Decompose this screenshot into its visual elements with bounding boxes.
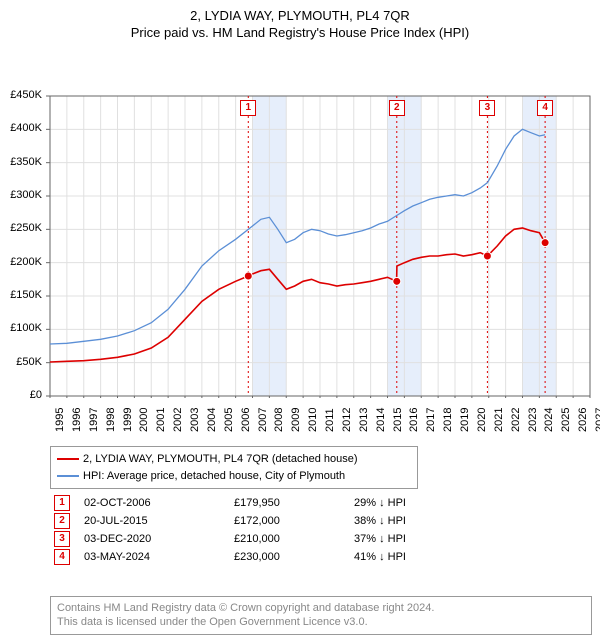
legend-swatch — [57, 475, 79, 477]
x-axis-label: 1998 — [105, 408, 117, 432]
y-axis-label: £250K — [0, 222, 42, 234]
table-row: 4 03-MAY-2024£230,00041% ↓ HPI — [54, 548, 464, 566]
table-date: 03-DEC-2020 — [84, 531, 234, 548]
y-axis-label: £200K — [0, 256, 42, 268]
table-pct: 37% ↓ HPI — [354, 531, 464, 548]
y-axis-label: £150K — [0, 289, 42, 301]
table-price: £172,000 — [234, 513, 354, 530]
table-price: £210,000 — [234, 531, 354, 548]
x-axis-label: 1996 — [71, 408, 83, 432]
x-axis-label: 1995 — [54, 408, 66, 432]
table-row: 3 03-DEC-2020£210,00037% ↓ HPI — [54, 530, 464, 548]
price-chart-svg — [0, 46, 600, 398]
x-axis-label: 2026 — [577, 408, 589, 432]
legend-item: HPI: Average price, detached house, City… — [57, 468, 411, 485]
table-price: £230,000 — [234, 549, 354, 566]
chart-legend: 2, LYDIA WAY, PLYMOUTH, PL4 7QR (detache… — [50, 446, 418, 489]
x-axis-label: 2020 — [476, 408, 488, 432]
x-axis-label: 2003 — [189, 408, 201, 432]
table-price: £179,950 — [234, 495, 354, 512]
x-axis-label: 2014 — [375, 408, 387, 432]
x-axis-label: 2002 — [172, 408, 184, 432]
legend-swatch — [57, 458, 79, 460]
y-axis-label: £100K — [0, 322, 42, 334]
x-axis-label: 2019 — [459, 408, 471, 432]
table-row-index: 3 — [54, 531, 70, 547]
table-date: 02-OCT-2006 — [84, 495, 234, 512]
footnote-line: This data is licensed under the Open Gov… — [57, 615, 585, 629]
x-axis-label: 2018 — [442, 408, 454, 432]
x-axis-label: 2024 — [543, 408, 555, 432]
x-axis-label: 1997 — [88, 408, 100, 432]
legend-label: 2, LYDIA WAY, PLYMOUTH, PL4 7QR (detache… — [83, 453, 358, 465]
y-axis-label: £450K — [0, 89, 42, 101]
x-axis-label: 2006 — [240, 408, 252, 432]
x-axis-label: 2023 — [527, 408, 539, 432]
table-pct: 41% ↓ HPI — [354, 549, 464, 566]
table-pct: 38% ↓ HPI — [354, 513, 464, 530]
x-axis-label: 2005 — [223, 408, 235, 432]
x-axis-label: 2017 — [425, 408, 437, 432]
y-axis-label: £50K — [0, 356, 42, 368]
table-row: 1 02-OCT-2006£179,95029% ↓ HPI — [54, 494, 464, 512]
table-date: 20-JUL-2015 — [84, 513, 234, 530]
y-axis-label: £350K — [0, 156, 42, 168]
x-axis-label: 2007 — [257, 408, 269, 432]
x-axis-label: 1999 — [122, 408, 134, 432]
sales-table: 1 02-OCT-2006£179,95029% ↓ HPI 2 20-JUL-201… — [54, 494, 464, 566]
x-axis-label: 2015 — [392, 408, 404, 432]
x-axis-label: 2025 — [560, 408, 572, 432]
x-axis-label: 2010 — [307, 408, 319, 432]
x-axis-label: 2021 — [493, 408, 505, 432]
x-axis-label: 2011 — [324, 408, 336, 432]
x-axis-label: 2012 — [341, 408, 353, 432]
x-axis-label: 2008 — [273, 408, 285, 432]
sale-marker-label: 1 — [240, 100, 256, 116]
x-axis-label: 2004 — [206, 408, 218, 432]
legend-label: HPI: Average price, detached house, City… — [83, 470, 345, 482]
chart-title: 2, LYDIA WAY, PLYMOUTH, PL4 7QR — [0, 0, 600, 23]
table-row-index: 1 — [54, 495, 70, 511]
legend-item: 2, LYDIA WAY, PLYMOUTH, PL4 7QR (detache… — [57, 451, 411, 468]
y-axis-label: £400K — [0, 122, 42, 134]
table-row-index: 4 — [54, 549, 70, 565]
sale-marker-label: 2 — [389, 100, 405, 116]
x-axis-label: 2009 — [290, 408, 302, 432]
x-axis-label: 2022 — [510, 408, 522, 432]
x-axis-label: 2016 — [408, 408, 420, 432]
y-axis-label: £0 — [0, 389, 42, 401]
x-axis-label: 2013 — [358, 408, 370, 432]
chart-subtitle: Price paid vs. HM Land Registry's House … — [0, 23, 600, 40]
y-axis-label: £300K — [0, 189, 42, 201]
x-axis-label: 2000 — [138, 408, 150, 432]
footnote-line: Contains HM Land Registry data © Crown c… — [57, 601, 585, 615]
sale-marker-label: 4 — [537, 100, 553, 116]
table-row-index: 2 — [54, 513, 70, 529]
table-row: 2 20-JUL-2015£172,00038% ↓ HPI — [54, 512, 464, 530]
x-axis-label: 2001 — [155, 408, 167, 432]
table-date: 03-MAY-2024 — [84, 549, 234, 566]
x-axis-label: 2027 — [594, 408, 600, 432]
sale-marker-label: 3 — [479, 100, 495, 116]
footnote: Contains HM Land Registry data © Crown c… — [50, 596, 592, 635]
table-pct: 29% ↓ HPI — [354, 495, 464, 512]
